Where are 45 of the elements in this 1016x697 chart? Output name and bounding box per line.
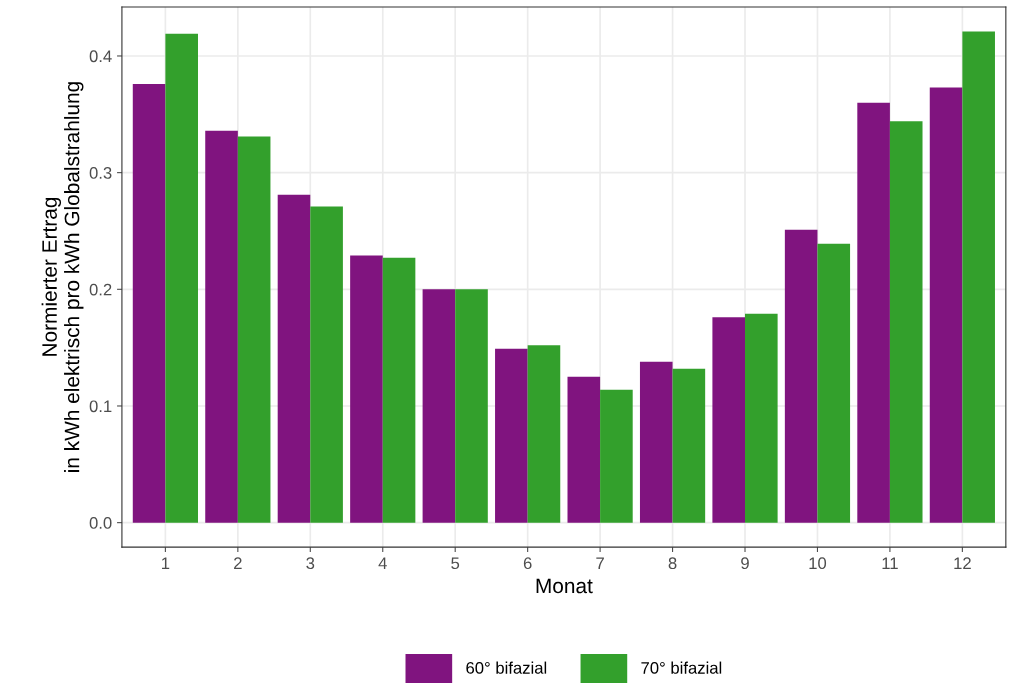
bar: [962, 31, 995, 523]
bar: [527, 345, 561, 523]
bar: [455, 289, 488, 523]
x-tick-label: 11: [882, 557, 898, 569]
bar: [277, 194, 311, 523]
x-tick-label: 9: [741, 557, 749, 570]
bar: [567, 376, 601, 523]
bar: [745, 313, 778, 523]
x-tick-label: 3: [306, 557, 315, 570]
x-tick-label: 2: [234, 557, 242, 569]
x-tick-label: 5: [451, 557, 460, 570]
x-tick-label: 6: [523, 557, 532, 570]
x-tick-label: 7: [596, 557, 604, 569]
bar: [132, 83, 166, 523]
bar: [205, 130, 238, 523]
bar: [237, 136, 271, 523]
y-tick-label: 0.4: [89, 50, 112, 63]
bar: [165, 33, 198, 523]
y-tick-label: 0.0: [89, 517, 112, 529]
x-axis-title: Monat: [536, 578, 593, 594]
y-tick-label: 0.2: [89, 283, 112, 296]
bar: [639, 361, 673, 523]
bar: [672, 368, 706, 523]
bar: [350, 255, 383, 523]
bar: [600, 389, 633, 523]
bar: [889, 121, 923, 523]
legend-label: 60° bifazial: [466, 661, 547, 674]
bar: [857, 102, 890, 523]
legend-label: 70° bifazial: [641, 661, 722, 674]
bar: [422, 289, 456, 523]
x-tick-label: 8: [668, 557, 677, 570]
x-tick-label: 12: [954, 557, 971, 569]
x-tick-label: 1: [162, 557, 170, 569]
y-tick-label: 0.3: [89, 167, 112, 179]
x-tick-label: 10: [809, 557, 827, 570]
bar: [495, 348, 528, 523]
y-tick-label: 0.1: [89, 400, 112, 413]
bar: [817, 243, 851, 523]
bar: [712, 317, 746, 523]
bar: [382, 257, 416, 523]
bar: [310, 206, 343, 523]
bar: [929, 87, 963, 523]
x-tick-label: 4: [378, 557, 387, 569]
y-axis-title: Normierter Ertrag in kWh elektrisch pro kWh Globalstrahlung: [41, 82, 84, 472]
bar: [784, 229, 818, 523]
